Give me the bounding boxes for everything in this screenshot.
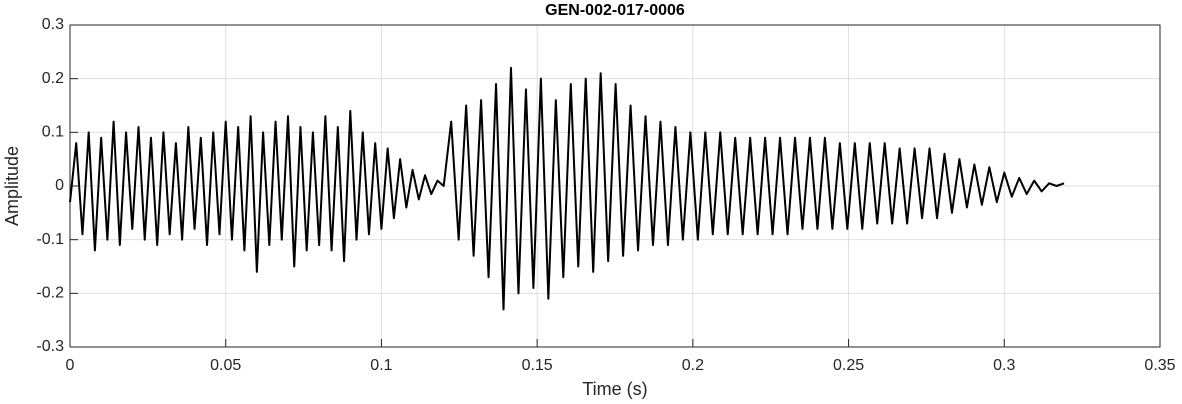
x-axis-label: Time (s) [582,379,647,399]
y-tick-label: -0.3 [36,338,64,355]
x-tick-label: 0.3 [993,357,1015,374]
x-tick-label: 0.05 [210,357,241,374]
x-tick-label: 0.15 [522,357,553,374]
y-tick-label: -0.1 [36,231,64,248]
y-axis-label: Amplitude [2,146,22,226]
x-tick-label: 0.35 [1144,357,1175,374]
x-tick-label: 0.25 [833,357,864,374]
x-tick-label: 0 [66,357,75,374]
plot-frame [69,24,1161,348]
y-tick-label: -0.2 [36,285,64,302]
x-tick-label: 0.1 [370,357,392,374]
y-tick-label: 0 [55,177,64,194]
x-tick-label: 0.2 [682,357,704,374]
y-tick-label: 0.3 [42,16,64,33]
waveform-line [69,66,1065,311]
y-tick-label: 0.1 [42,124,64,141]
chart-title: GEN-002-017-0006 [545,2,685,19]
y-tick-label: 0.2 [42,70,64,87]
